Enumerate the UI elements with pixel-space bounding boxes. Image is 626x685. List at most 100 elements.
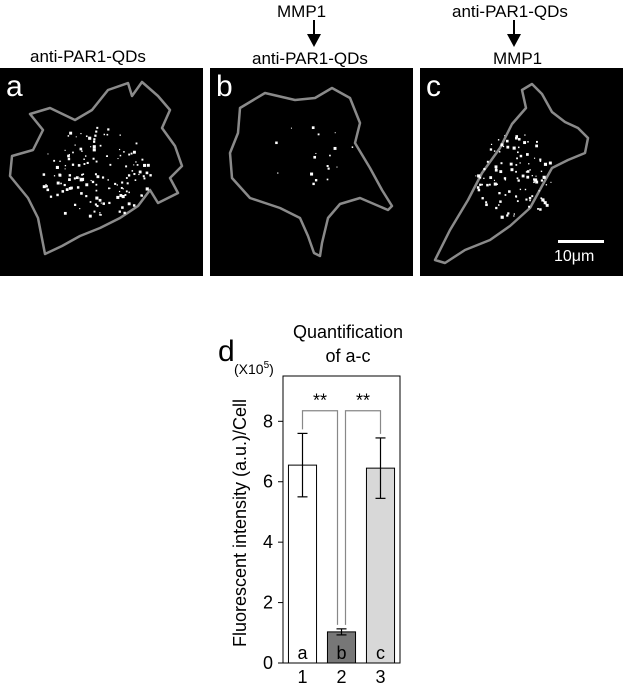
qd-dot [275,141,278,145]
qd-dot [77,164,81,167]
qd-dot [516,157,518,160]
qd-dot [103,133,106,136]
cell-image-b [228,86,394,258]
qd-dot [540,179,543,182]
qd-dot [83,158,85,160]
qd-dot [493,150,496,152]
qd-dot [500,162,503,165]
qd-dot [529,169,531,171]
qd-dot [61,190,65,193]
qd-dot [145,187,149,191]
qd-dots [42,126,152,218]
qd-dot [310,172,314,176]
qd-dot [64,164,67,167]
qd-dot [109,187,111,189]
qd-dot [63,183,66,187]
qd-dot [100,214,102,216]
qd-dot [493,182,497,186]
qd-dot [124,194,127,196]
qd-dot [498,191,501,195]
qd-dot [534,178,538,182]
qd-dot [141,158,144,161]
qd-dot [516,177,519,180]
qd-dot [489,148,493,151]
qd-dot [118,210,121,213]
qd-dot [88,214,92,218]
qd-dot [477,174,481,178]
panel-letter: c [426,70,441,103]
qd-dot [79,147,83,151]
qd-dot [108,187,110,190]
significance-label: ** [313,391,327,411]
qd-dot [68,178,71,181]
qd-dot [75,176,79,180]
qd-dot [500,215,504,219]
y-axis-label: Fluorescent intensity (a.u.)/Cell [230,399,250,647]
qd-dot [334,132,336,134]
qd-dot [138,173,140,176]
qd-dot [122,188,124,190]
y-multiplier: (X105) [234,360,274,377]
qd-dot [73,177,76,180]
qd-dot [312,182,315,186]
qd-dot [56,181,60,185]
qd-dot [143,163,147,167]
qd-dot [490,143,493,146]
qd-dot [498,204,500,206]
qd-dot [505,139,509,143]
qd-dot [311,126,315,130]
qd-dot [127,174,131,177]
qd-dot [85,135,88,138]
qd-dot [45,183,47,186]
qd-dot [94,173,97,176]
qd-dot [545,184,548,186]
qd-dot [509,162,513,166]
x-tick-label: 1 [297,667,307,685]
qd-dot [85,195,88,198]
qd-dot [515,135,519,138]
qd-dot [518,137,521,141]
qd-dot [519,188,522,191]
qd-dot [486,160,489,163]
x-tick-label: 2 [336,667,346,685]
qd-dot [539,208,542,211]
qd-dot [506,145,510,149]
qd-dot [47,153,49,155]
qd-dot [81,150,83,152]
qd-dot [481,183,483,186]
chart-title-line-1: Quantification [293,322,403,342]
qd-dot [513,215,515,217]
bar-inner-label: c [376,643,385,663]
qd-dot [313,155,317,159]
qd-dot [494,165,498,169]
qd-dot [494,168,498,172]
qd-dot [92,157,95,160]
qd-dot [483,177,485,180]
qd-dot [59,160,61,162]
qd-dot [540,170,543,173]
qd-dot [106,155,108,158]
qd-dot [535,140,538,143]
qd-dot [90,146,92,148]
panel-letter: b [216,70,233,103]
qd-dot [489,176,493,179]
qd-dot [126,182,129,185]
qd-dot [125,190,128,193]
y-tick-label: 4 [263,532,273,552]
qd-dot [67,157,71,161]
qd-dot [542,175,546,179]
qd-dot [86,161,89,164]
qd-dot [82,173,85,176]
qd-dot [133,164,135,166]
qd-dot [42,173,46,176]
qd-dot [118,148,121,151]
qd-dot [92,145,96,149]
qd-dot [135,142,138,145]
qd-dot [143,177,146,180]
qd-dot [119,154,122,157]
qd-dot [499,170,503,174]
qd-dot [550,181,552,183]
qd-dot [67,154,70,158]
qd-dot [336,166,338,168]
qd-dot [326,178,329,181]
